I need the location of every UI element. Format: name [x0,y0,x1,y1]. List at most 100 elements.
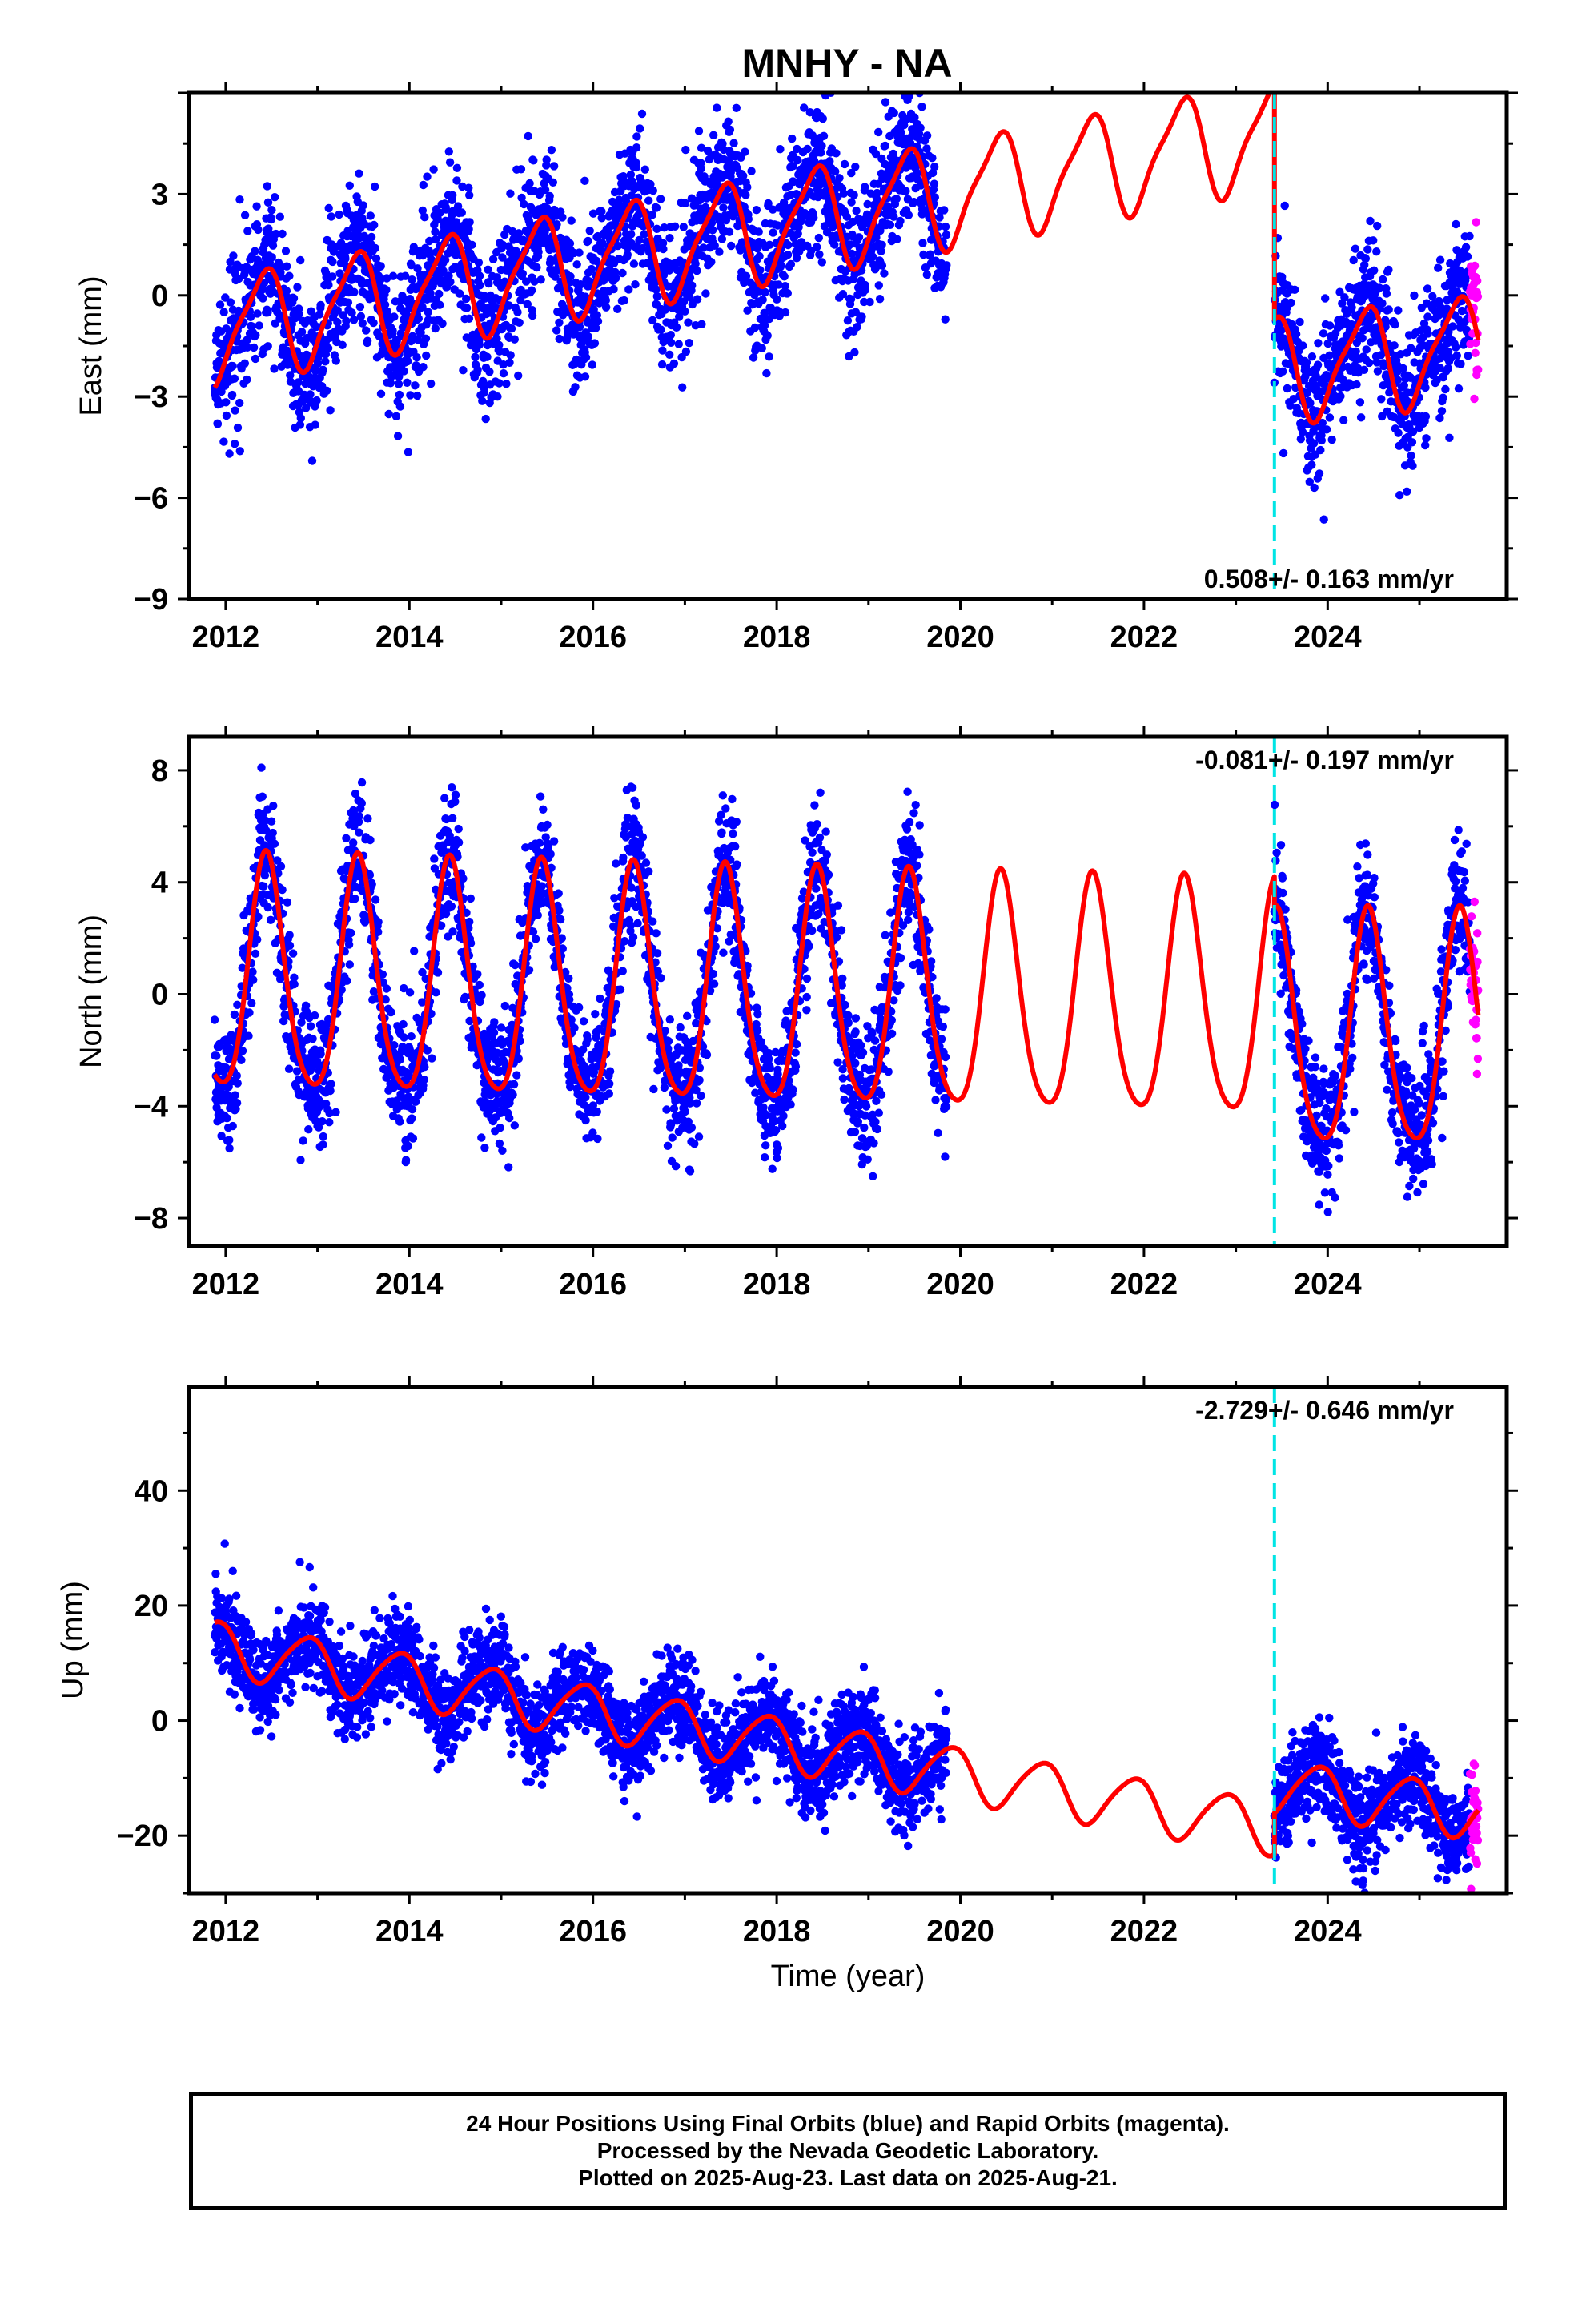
data-point [840,159,849,169]
data-point [593,316,603,326]
data-point [243,343,252,352]
data-point [451,790,460,799]
data-point [592,256,601,266]
data-point [679,223,688,231]
data-point [1325,413,1335,422]
data-point [244,1031,253,1040]
data-point [831,167,840,176]
data-point [263,342,272,351]
data-point [481,414,490,424]
data-point [1393,376,1402,384]
data-point [656,325,665,334]
data-point [222,398,231,407]
data-point [935,213,944,222]
data-point [518,269,527,278]
data-point [408,1114,416,1123]
data-point [545,191,554,201]
data-point [636,124,644,133]
data-point [485,368,494,376]
data-point [371,254,381,263]
data-point [376,389,386,398]
data-point [496,1124,504,1132]
data-point [319,1140,327,1149]
data-point [817,148,825,157]
x-tick-label: 2020 [926,621,994,654]
data-point [1391,320,1399,329]
data-point [848,249,857,259]
data-point [592,1108,601,1116]
data-point [793,144,801,154]
data-point [380,300,390,309]
data-point [679,258,688,267]
data-point [254,225,263,235]
data-point [581,1116,590,1125]
data-point [813,243,821,251]
data-point [452,176,461,185]
data-point [420,213,429,222]
data-point [1421,383,1430,392]
data-point [652,203,661,212]
data-point [681,347,691,356]
data-point [388,271,398,280]
data-point [263,903,272,912]
data-point [510,1121,519,1130]
data-point [613,241,622,251]
data-point [227,1099,235,1108]
data-point [456,289,464,298]
data-point [1407,344,1415,352]
data-point [579,1017,588,1026]
data-point [362,326,371,335]
data-point [420,1075,428,1084]
data-point [928,154,937,163]
data-point [448,783,456,792]
data-point [263,182,271,191]
data-point [697,143,706,152]
data-point [251,247,259,255]
data-point [784,240,793,250]
data-point [593,231,602,241]
data-point [243,336,251,344]
data-point [580,176,589,185]
data-point [516,165,526,174]
data-point [710,241,719,250]
data-point [542,155,551,164]
data-point [384,409,393,419]
data-point [471,352,480,361]
data-point [465,917,474,927]
data-point [783,251,793,259]
data-point [1377,395,1386,404]
data-point [427,379,436,388]
data-point [618,268,627,278]
data-point [552,220,561,229]
data-point [1362,345,1371,354]
data-point [590,339,600,348]
data-point [847,168,856,178]
data-point [333,306,342,315]
data-point [1314,339,1323,348]
data-point [880,269,889,278]
data-point [433,968,443,977]
data-point [777,261,785,270]
data-point [652,285,661,294]
data-point [852,207,861,215]
rapid-point [1473,276,1482,285]
data-point [217,1132,226,1140]
rapid-point [1471,348,1480,357]
data-point [865,297,874,307]
data-point [715,247,724,256]
data-point [684,318,693,327]
data-point [783,288,792,298]
data-point [591,1010,600,1019]
data-point [229,251,238,260]
data-point [1434,263,1443,272]
data-point [575,323,584,332]
data-point [1378,412,1387,421]
data-point [341,255,350,263]
data-point [1452,246,1461,255]
data-point [540,185,550,195]
data-point [570,1023,579,1032]
data-point [1403,487,1411,496]
data-point [333,317,342,327]
data-point [233,423,243,432]
data-point [765,240,774,249]
